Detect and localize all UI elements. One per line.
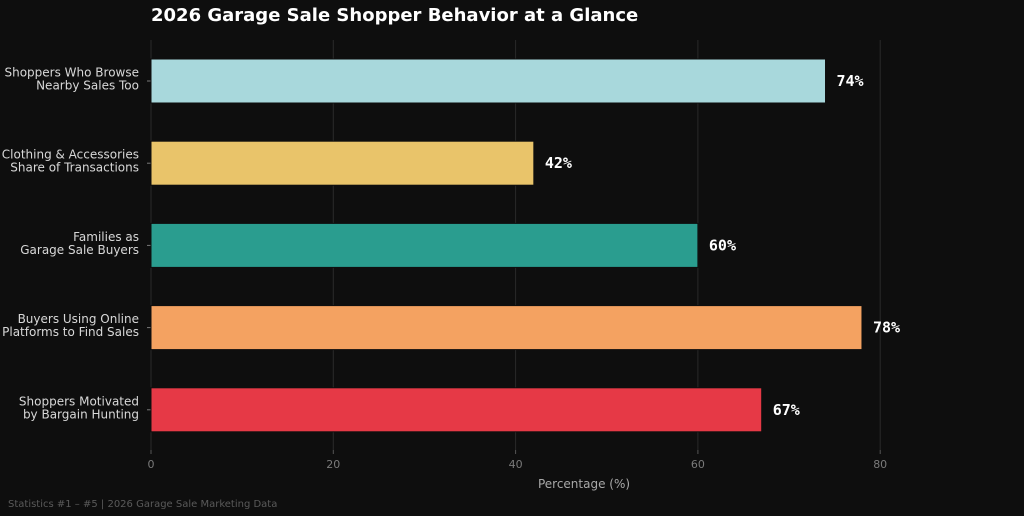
x-tick-label: 20 — [326, 458, 340, 471]
data-label: 74% — [837, 72, 864, 90]
x-tick-label: 0 — [148, 458, 155, 471]
bar — [150, 387, 763, 433]
x-axis-label: Percentage (%) — [538, 477, 630, 491]
category-label: Share of Transactions — [10, 161, 139, 175]
category-label: Families as — [73, 230, 139, 244]
data-label: 78% — [873, 319, 900, 337]
bar — [150, 222, 699, 268]
category-label: Garage Sale Buyers — [20, 243, 139, 257]
x-tick-label: 60 — [691, 458, 705, 471]
x-tick-label: 80 — [873, 458, 887, 471]
x-tick-label: 40 — [509, 458, 523, 471]
category-label: Nearby Sales Too — [36, 79, 139, 93]
data-label: 42% — [545, 154, 572, 172]
category-label: by Bargain Hunting — [23, 407, 139, 421]
category-label: Platforms to Find Sales — [2, 325, 139, 339]
data-label: 60% — [709, 236, 736, 254]
category-label: Shoppers Who Browse — [4, 66, 139, 80]
category-label: Shoppers Motivated — [19, 394, 139, 408]
bars — [150, 58, 863, 433]
bar — [150, 58, 827, 104]
footer-note: Statistics #1 – #5 | 2026 Garage Sale Ma… — [8, 499, 277, 510]
category-label: Buyers Using Online — [18, 312, 139, 326]
chart-title: 2026 Garage Sale Shopper Behavior at a G… — [151, 5, 638, 26]
bar — [150, 305, 863, 351]
bar — [150, 140, 535, 186]
category-label: Clothing & Accessories — [2, 148, 139, 162]
data-label: 67% — [773, 401, 800, 419]
